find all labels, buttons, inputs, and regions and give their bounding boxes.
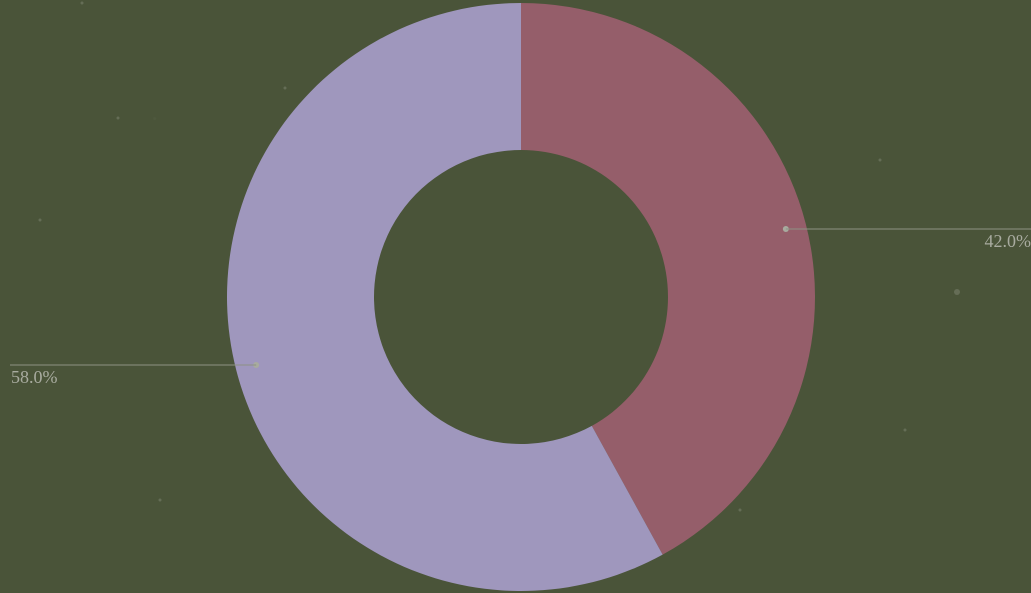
texture-speck [954,289,960,295]
donut-slice-2 [226,3,663,591]
texture-speck [878,158,882,162]
texture-speck [903,428,907,432]
texture-speck [738,508,742,512]
slice-label-1: 42.0% [985,231,1031,251]
texture-speck [38,218,42,222]
texture-speck [80,1,84,5]
slice-labels: 42.0% 58.0% [10,226,1031,387]
slice-label-2: 58.0% [11,367,58,387]
donut-slices [226,3,815,591]
donut-slice-1 [521,3,815,555]
texture-speck [158,498,162,502]
texture-speck [116,116,120,120]
texture-speck [283,86,287,90]
